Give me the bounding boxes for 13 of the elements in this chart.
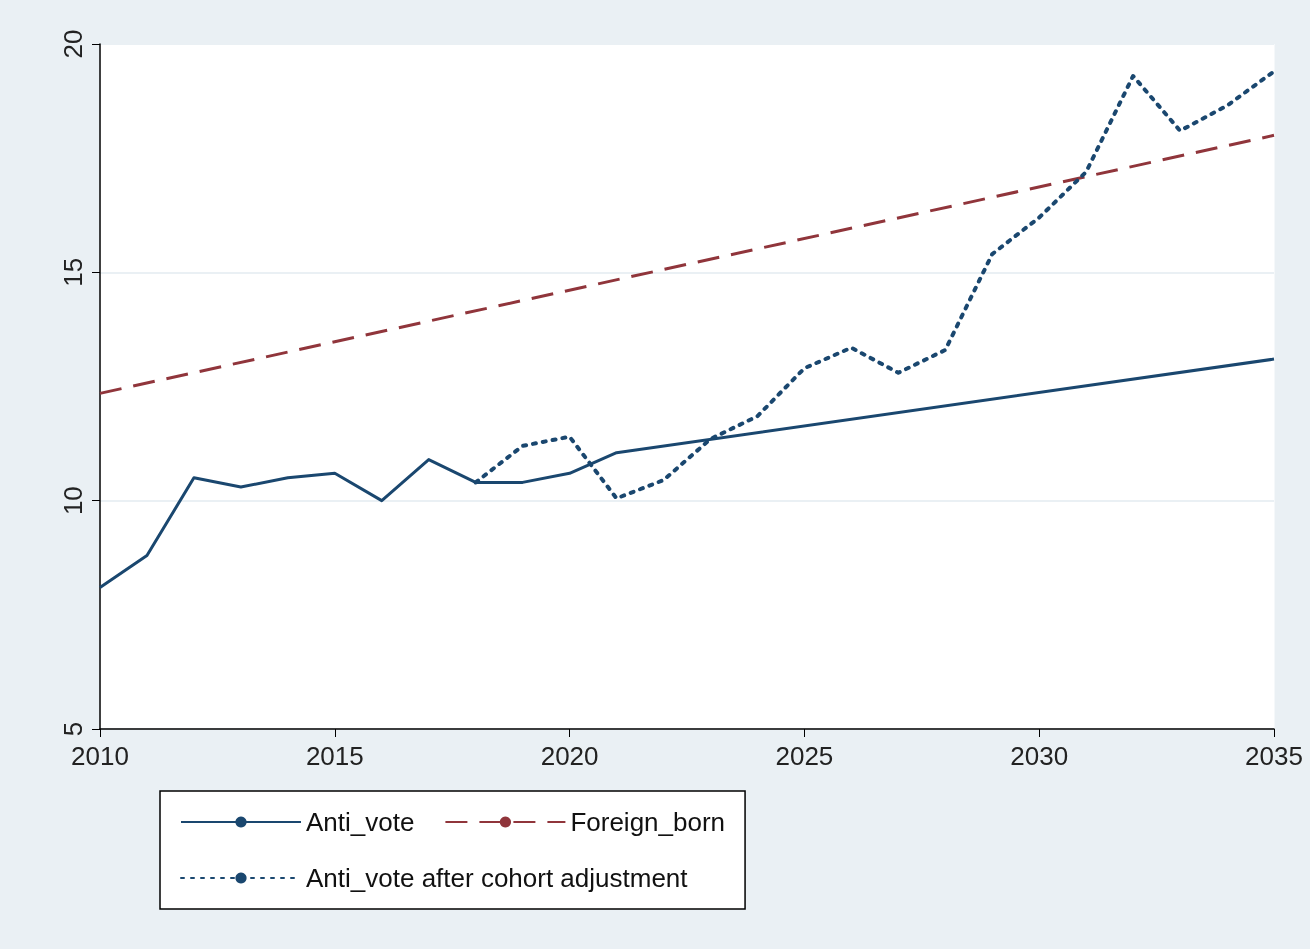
x-tick-label: 2015 <box>305 741 364 771</box>
y-tick-label: 5 <box>58 721 88 737</box>
x-tick-label: 2010 <box>71 741 129 771</box>
y-tick-label: 20 <box>58 29 88 59</box>
x-tick-label: 2020 <box>540 741 599 771</box>
x-tick-label: 2035 <box>1245 741 1303 771</box>
x-tick-label: 2025 <box>775 741 834 771</box>
legend-label: Anti_vote <box>306 807 415 837</box>
y-tick-label: 10 <box>58 486 88 516</box>
legend-label: Foreign_born <box>570 807 726 837</box>
x-tick-label: 2030 <box>1010 741 1069 771</box>
y-tick-label: 15 <box>58 257 88 287</box>
legend-label: Anti_vote after cohort adjustment <box>306 863 689 893</box>
